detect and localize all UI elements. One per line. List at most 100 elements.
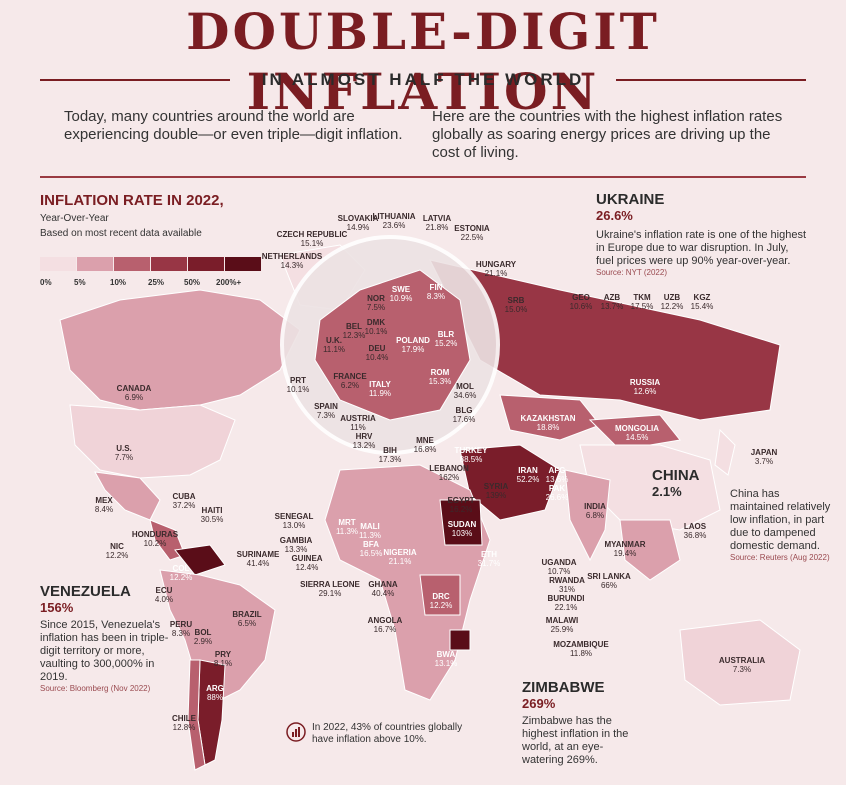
country-label: PRY 8.1% xyxy=(213,650,233,668)
country-label: LAOS 36.8% xyxy=(683,522,707,540)
map-russia xyxy=(429,259,781,421)
country-label: NIC 12.2% xyxy=(105,542,129,560)
country-label: MALI 11.3% xyxy=(358,522,382,540)
country-label: CUBA 37.2% xyxy=(172,492,196,510)
country-label: ESTONIA 22.5% xyxy=(454,224,490,242)
map-chile xyxy=(187,659,206,771)
callout-china: China has maintained relatively low infl… xyxy=(730,488,834,562)
country-label: SURINAME 41.4% xyxy=(236,550,280,568)
country-label: MOZAMBIQUE 11.8% xyxy=(553,640,609,658)
country-label: NIGERIA 21.1% xyxy=(383,548,417,566)
country-label: SIERRA LEONE 29.1% xyxy=(300,580,360,598)
country-label: IRAN 52.2% xyxy=(516,466,540,484)
callout-ukraine-source: Source: NYT (2022) xyxy=(596,268,667,277)
legend-line1: Year-Over-Year xyxy=(40,213,109,224)
country-label: ETH 31.7% xyxy=(477,550,501,568)
country-label: KAZAKHSTAN 18.8% xyxy=(520,414,576,432)
country-label: LITHUANIA 23.6% xyxy=(372,212,416,230)
country-label: HONDURAS 10.2% xyxy=(131,530,179,548)
page-subtitle: IN ALMOST HALF THE WORLD xyxy=(261,70,585,89)
intro-left: Today, many countries around the world a… xyxy=(64,108,403,143)
country-label: ANGOLA 16.7% xyxy=(367,616,403,634)
callout-venezuela-value: 156% xyxy=(40,600,74,615)
chart-icon xyxy=(286,722,306,742)
callout-ukraine: UKRAINE 26.6% Ukraine's inflation rate i… xyxy=(596,191,806,278)
country-label: FIN 8.3% xyxy=(426,283,446,301)
country-label: SPAIN 7.3% xyxy=(314,402,338,420)
header-divider xyxy=(40,176,806,178)
callout-china-value: 2.1% xyxy=(652,484,682,499)
country-label: POLAND 17.9% xyxy=(396,336,430,354)
country-label: SWE 10.9% xyxy=(389,285,413,303)
map-drc xyxy=(419,574,461,616)
country-label: CANADA 6.9% xyxy=(116,384,152,402)
country-label: NOR 7.5% xyxy=(366,294,386,312)
map-us xyxy=(69,404,236,479)
callout-china-source: Source: Reuters (Aug 2022) xyxy=(730,553,830,562)
legend-tick: 10% xyxy=(110,278,127,287)
country-label: MONGOLIA 14.5% xyxy=(615,424,659,442)
map-india xyxy=(564,469,611,562)
legend-tick: 0% xyxy=(40,278,52,287)
legend-swatch xyxy=(188,257,224,271)
country-label: EGYPT 16.2% xyxy=(447,496,475,514)
country-label: LATVIA 21.8% xyxy=(422,214,452,232)
country-label: BWA 13.1% xyxy=(434,650,458,668)
callout-ukraine-text: Ukraine's inflation rate is one of the h… xyxy=(596,229,806,267)
country-label: SLOVAKIA 14.9% xyxy=(337,214,379,232)
country-label: RWANDA 31% xyxy=(549,576,585,594)
intro-right: Here are the countries with the highest … xyxy=(432,108,783,161)
callout-ukraine-name: UKRAINE xyxy=(596,191,665,208)
country-label: MNE 16.8% xyxy=(413,436,437,454)
country-label: KGZ 15.4% xyxy=(690,293,714,311)
legend-tick: 5% xyxy=(74,278,86,287)
country-label: AFG 13.6% xyxy=(545,466,569,484)
country-label: SRI LANKA 66% xyxy=(587,572,631,590)
country-label: COL 12.2% xyxy=(169,564,193,582)
world-map xyxy=(59,235,801,771)
country-label: DRC 12.2% xyxy=(429,592,453,610)
country-label: RUSSIA 12.6% xyxy=(629,378,661,396)
callout-china-name: CHINA xyxy=(652,467,700,484)
country-label: SYRIA 139% xyxy=(483,482,509,500)
callout-china-text: China has maintained relatively low infl… xyxy=(730,488,831,552)
callout-china-header: CHINA 2.1% xyxy=(652,467,708,500)
country-label: CHILE 12.8% xyxy=(172,714,196,732)
country-label: BEL 12.3% xyxy=(342,322,366,340)
country-label: INDIA 6.8% xyxy=(584,502,606,520)
callout-zimbabwe-value: 269% xyxy=(522,696,556,711)
legend-ticks: 0% 5% 10% 25% 50% 200%+ xyxy=(40,278,280,290)
callout-venezuela-source: Source: Bloomberg (Nov 2022) xyxy=(40,684,151,693)
country-label: ECU 4.0% xyxy=(154,586,174,604)
legend-title: INFLATION RATE IN 2022, xyxy=(40,192,224,209)
legend-tick: 25% xyxy=(148,278,165,287)
map-kazakhstan xyxy=(499,394,601,441)
country-label: MRT 11.3% xyxy=(335,518,359,536)
country-label: HAITI 30.5% xyxy=(200,506,224,524)
map-southeast-asia xyxy=(619,519,681,581)
country-label: U.S. 7.7% xyxy=(114,444,134,462)
country-label: GHANA 40.4% xyxy=(368,580,398,598)
country-label: NETHERLANDS 14.3% xyxy=(261,252,323,270)
subtitle-row: IN ALMOST HALF THE WORLD xyxy=(40,68,806,92)
legend-tick: 50% xyxy=(184,278,201,287)
country-label: MALAWI 25.9% xyxy=(545,616,579,634)
country-label: U.K. 11.1% xyxy=(322,336,346,354)
country-label: GEO 10.6% xyxy=(569,293,593,311)
country-label: CZECH REPUBLIC 15.1% xyxy=(276,230,348,248)
country-label: BIH 17.3% xyxy=(378,446,402,464)
country-label: HRV 13.2% xyxy=(352,432,376,450)
callout-venezuela: VENEZUELA 156% Since 2015, Venezuela's i… xyxy=(40,584,180,694)
country-label: PERU 8.3% xyxy=(169,620,193,638)
country-label: AZB 13.7% xyxy=(600,293,624,311)
country-label: GAMBIA 13.3% xyxy=(279,536,313,554)
subtitle-rule-left xyxy=(40,79,230,81)
country-label: GUINEA 12.4% xyxy=(291,554,323,572)
callout-ukraine-value: 26.6% xyxy=(596,208,633,223)
map-venezuela xyxy=(174,544,226,576)
callout-venezuela-text: Since 2015, Venezuela's inflation has be… xyxy=(40,619,169,683)
footnote: In 2022, 43% of countries globally have … xyxy=(312,722,463,745)
country-label: BLR 15.2% xyxy=(434,330,458,348)
legend-swatch xyxy=(225,257,261,271)
callout-zimbabwe-name: ZIMBABWE xyxy=(522,679,605,696)
